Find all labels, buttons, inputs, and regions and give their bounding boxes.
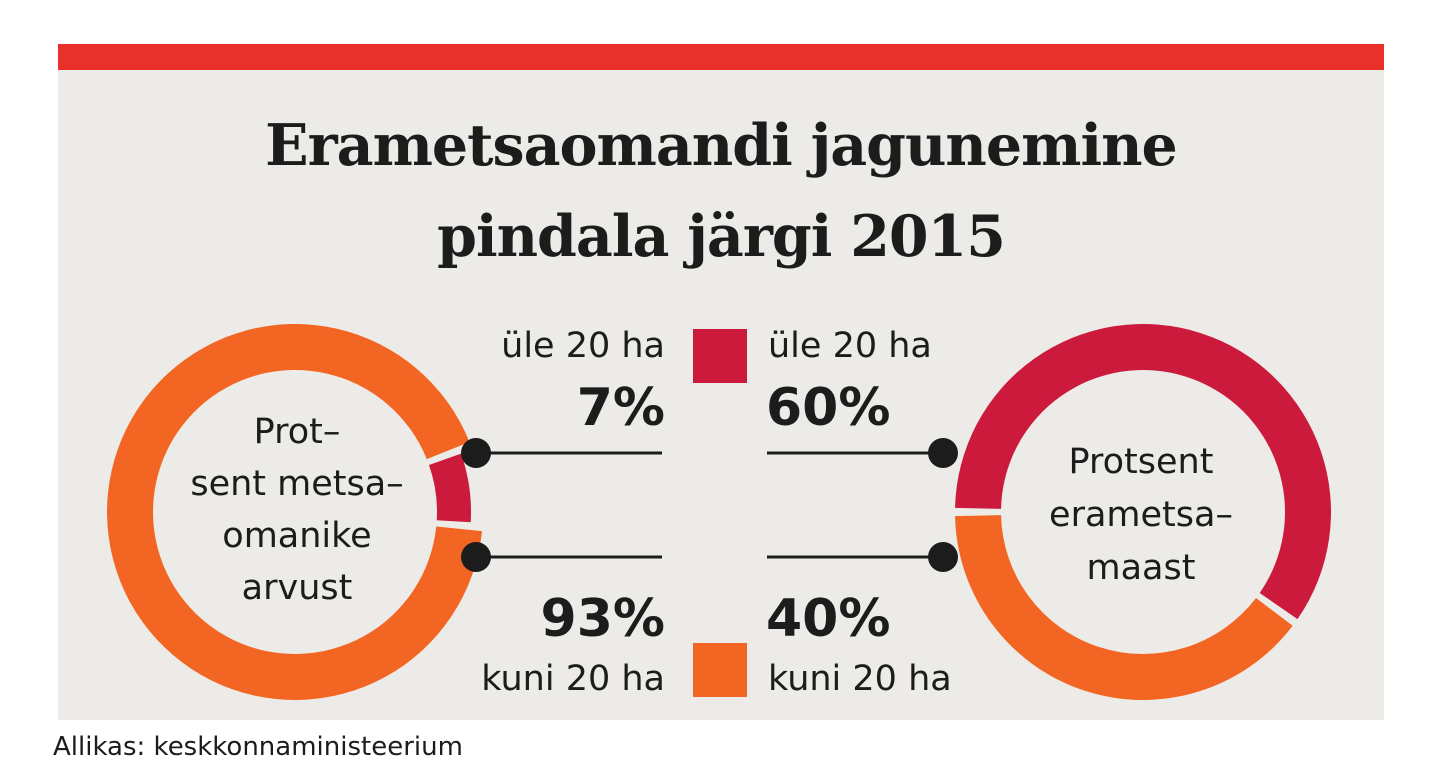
center-left-line-3: omanike <box>222 516 371 556</box>
donut-left-slice-over-20ha <box>428 453 471 523</box>
center-right-line-1: Protsent <box>1069 442 1214 482</box>
value-right-up-to-20ha: 40% <box>766 589 890 649</box>
center-left-line-1: Prot– <box>254 412 341 452</box>
value-left-up-to-20ha: 93% <box>541 589 665 649</box>
connector-right-top <box>767 438 958 468</box>
source-note: Allikas: keskkonnaministeerium <box>53 732 463 762</box>
donut-left-slice-up-to-20ha <box>107 323 483 700</box>
value-right-over-20ha: 60% <box>766 378 890 438</box>
center-left-line-4: arvust <box>242 568 353 608</box>
center-text-right: Protsent erametsa– maast <box>1049 442 1233 588</box>
value-left-over-20ha: 7% <box>577 378 665 438</box>
donut-chart-owners <box>107 323 483 700</box>
title-line-1: Erametsaomandi jagunemine <box>265 112 1178 179</box>
label-right-up-to-20ha: kuni 20 ha <box>768 659 952 699</box>
legend-swatch-over-20ha <box>693 329 747 383</box>
donut-right-slice-over-20ha <box>955 323 1331 620</box>
title-line-2: pindala järgi 2015 <box>437 203 1006 271</box>
connector-left-bottom <box>461 542 662 572</box>
label-left-over-20ha: üle 20 ha <box>501 326 665 366</box>
center-left-line-2: sent metsa– <box>190 464 403 504</box>
chart-panel <box>58 70 1384 720</box>
center-text-left: Prot– sent metsa– omanike arvust <box>190 412 403 608</box>
connector-right-bottom <box>767 542 958 572</box>
label-right-over-20ha: üle 20 ha <box>768 326 932 366</box>
center-right-line-3: maast <box>1087 548 1196 588</box>
donut-chart-area <box>955 323 1331 700</box>
connector-left-top <box>461 438 662 468</box>
label-left-up-to-20ha: kuni 20 ha <box>481 659 665 699</box>
donut-right-slice-up-to-20ha <box>955 515 1293 700</box>
top-accent-bar <box>58 44 1384 70</box>
center-right-line-2: erametsa– <box>1049 495 1233 535</box>
legend-swatch-up-to-20ha <box>693 643 747 697</box>
chart-title: Erametsaomandi jagunemine pindala järgi … <box>58 100 1384 282</box>
